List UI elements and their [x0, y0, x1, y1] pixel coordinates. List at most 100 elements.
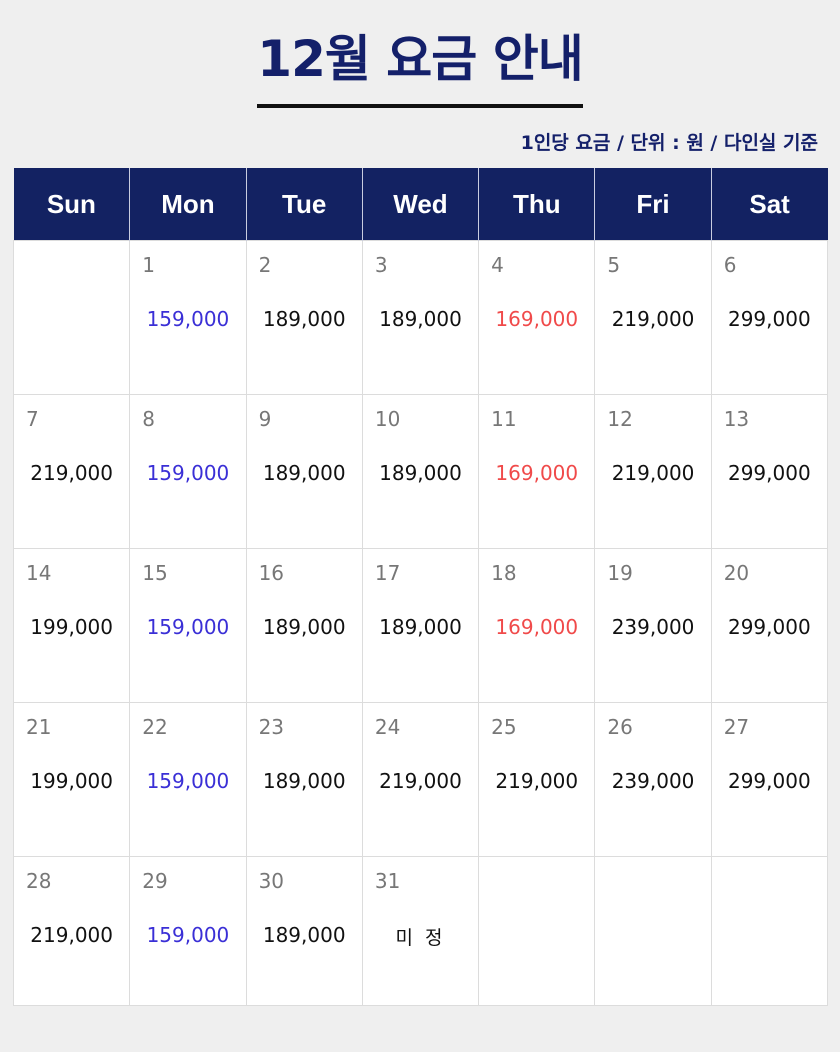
day-price: 299,000 — [727, 461, 811, 485]
day-cell — [710, 856, 829, 1006]
day-cell: 14 199,000 — [12, 548, 131, 703]
weekday-thu: Thu — [478, 168, 595, 241]
day-price: 159,000 — [146, 461, 230, 485]
day-number: 29 — [142, 869, 168, 893]
page-title: 12월 요금 안내 — [257, 28, 584, 108]
week-row: 1 159,000 2 189,000 3 189,000 4 169,000 5 219… — [12, 240, 829, 395]
day-price: 169,000 — [495, 307, 579, 331]
weekday-sat: Sat — [710, 168, 828, 241]
title-wrap: 12월 요금 안내 — [0, 28, 840, 108]
day-cell: 2 189,000 — [245, 240, 363, 395]
day-price: 219,000 — [30, 461, 113, 485]
day-price: 159,000 — [146, 923, 230, 947]
day-cell: 5 219,000 — [594, 240, 712, 395]
day-number: 17 — [374, 561, 401, 585]
day-cell: 22 159,000 — [129, 702, 247, 857]
day-cell: 30 189,000 — [245, 856, 363, 1006]
price-unit-note: 1인당 요금 / 단위 : 원 / 다인실 기준 — [520, 132, 818, 154]
weekday-header-row: Sun Mon Tue Wed Thu Fri Sat — [13, 168, 828, 241]
day-cell: 1 159,000 — [129, 240, 247, 395]
day-cell: 4 169,000 — [478, 240, 596, 395]
day-number: 24 — [374, 715, 401, 739]
day-number: 23 — [258, 715, 285, 739]
day-cell: 16 189,000 — [245, 548, 363, 703]
day-number: 4 — [491, 253, 504, 277]
day-price: 189,000 — [262, 769, 346, 793]
day-price: 169,000 — [495, 615, 579, 639]
day-number: 8 — [142, 407, 156, 431]
weekday-sun: Sun — [13, 168, 130, 241]
weekday-tue: Tue — [245, 168, 363, 241]
day-cell: 20 299,000 — [710, 548, 829, 703]
day-price: 219,000 — [30, 923, 113, 947]
day-price: 159,000 — [146, 307, 230, 331]
day-number: 26 — [607, 715, 633, 739]
price-calendar: Sun Mon Tue Wed Thu Fri Sat 1 159,000 2 18… — [12, 168, 829, 1006]
day-number: 10 — [374, 407, 401, 431]
day-cell — [594, 856, 712, 1006]
day-price: 299,000 — [727, 615, 811, 639]
day-price: 189,000 — [379, 461, 462, 485]
day-number: 6 — [723, 253, 737, 277]
day-number: 25 — [491, 715, 517, 739]
day-price: 239,000 — [611, 769, 695, 793]
day-number: 18 — [491, 561, 517, 585]
day-cell: 7 219,000 — [12, 394, 131, 549]
day-cell: 9 189,000 — [245, 394, 363, 549]
week-row: 21 199,000 22 159,000 23 189,000 24 219,000 … — [12, 702, 829, 857]
day-number: 5 — [607, 253, 621, 277]
day-number: 15 — [142, 561, 168, 585]
day-number: 28 — [26, 869, 52, 893]
day-price: 189,000 — [262, 307, 346, 331]
day-price: 219,000 — [611, 307, 695, 331]
day-cell: 8 159,000 — [129, 394, 247, 549]
week-row: 28 219,000 29 159,000 30 189,000 31 미 정 — [12, 856, 829, 1006]
day-cell: 15 159,000 — [129, 548, 247, 703]
day-number: 11 — [491, 407, 517, 431]
day-price: 199,000 — [30, 615, 113, 639]
day-price: 189,000 — [262, 461, 346, 485]
day-cell: 24 219,000 — [361, 702, 480, 857]
day-number: 3 — [374, 253, 388, 277]
weekday-fri: Fri — [594, 168, 712, 241]
day-number: 12 — [607, 407, 633, 431]
day-cell: 12 219,000 — [594, 394, 712, 549]
day-price: 299,000 — [727, 769, 811, 793]
day-cell: 17 189,000 — [361, 548, 480, 703]
weekday-mon: Mon — [129, 168, 247, 241]
day-price: 미 정 — [395, 927, 446, 949]
day-cell: 27 299,000 — [710, 702, 829, 857]
day-price: 189,000 — [379, 307, 462, 331]
day-cell: 11 169,000 — [478, 394, 596, 549]
day-price: 189,000 — [262, 615, 346, 639]
day-cell: 6 299,000 — [710, 240, 829, 395]
day-cell — [12, 240, 131, 395]
day-number: 30 — [258, 869, 285, 893]
day-cell: 25 219,000 — [478, 702, 596, 857]
day-number: 27 — [723, 715, 750, 739]
weekday-wed: Wed — [361, 168, 479, 241]
day-number: 9 — [258, 407, 272, 431]
day-price: 219,000 — [495, 769, 579, 793]
day-price: 159,000 — [146, 615, 230, 639]
day-cell: 26 239,000 — [594, 702, 712, 857]
day-number: 20 — [723, 561, 750, 585]
day-number: 13 — [723, 407, 750, 431]
day-price: 239,000 — [611, 615, 695, 639]
day-number: 2 — [258, 253, 272, 277]
week-row: 7 219,000 8 159,000 9 189,000 10 189,000 11 1… — [12, 394, 829, 549]
day-number: 22 — [142, 715, 168, 739]
day-cell — [478, 856, 596, 1006]
day-price: 189,000 — [379, 615, 462, 639]
day-cell: 13 299,000 — [710, 394, 829, 549]
day-number: 21 — [26, 715, 52, 739]
day-price: 219,000 — [611, 461, 695, 485]
day-cell: 21 199,000 — [12, 702, 131, 857]
day-cell: 18 169,000 — [478, 548, 596, 703]
day-cell: 10 189,000 — [361, 394, 480, 549]
day-price: 299,000 — [727, 307, 811, 331]
day-price: 159,000 — [146, 769, 230, 793]
week-row: 14 199,000 15 159,000 16 189,000 17 189,000 … — [12, 548, 829, 703]
day-cell: 19 239,000 — [594, 548, 712, 703]
day-cell: 23 189,000 — [245, 702, 363, 857]
